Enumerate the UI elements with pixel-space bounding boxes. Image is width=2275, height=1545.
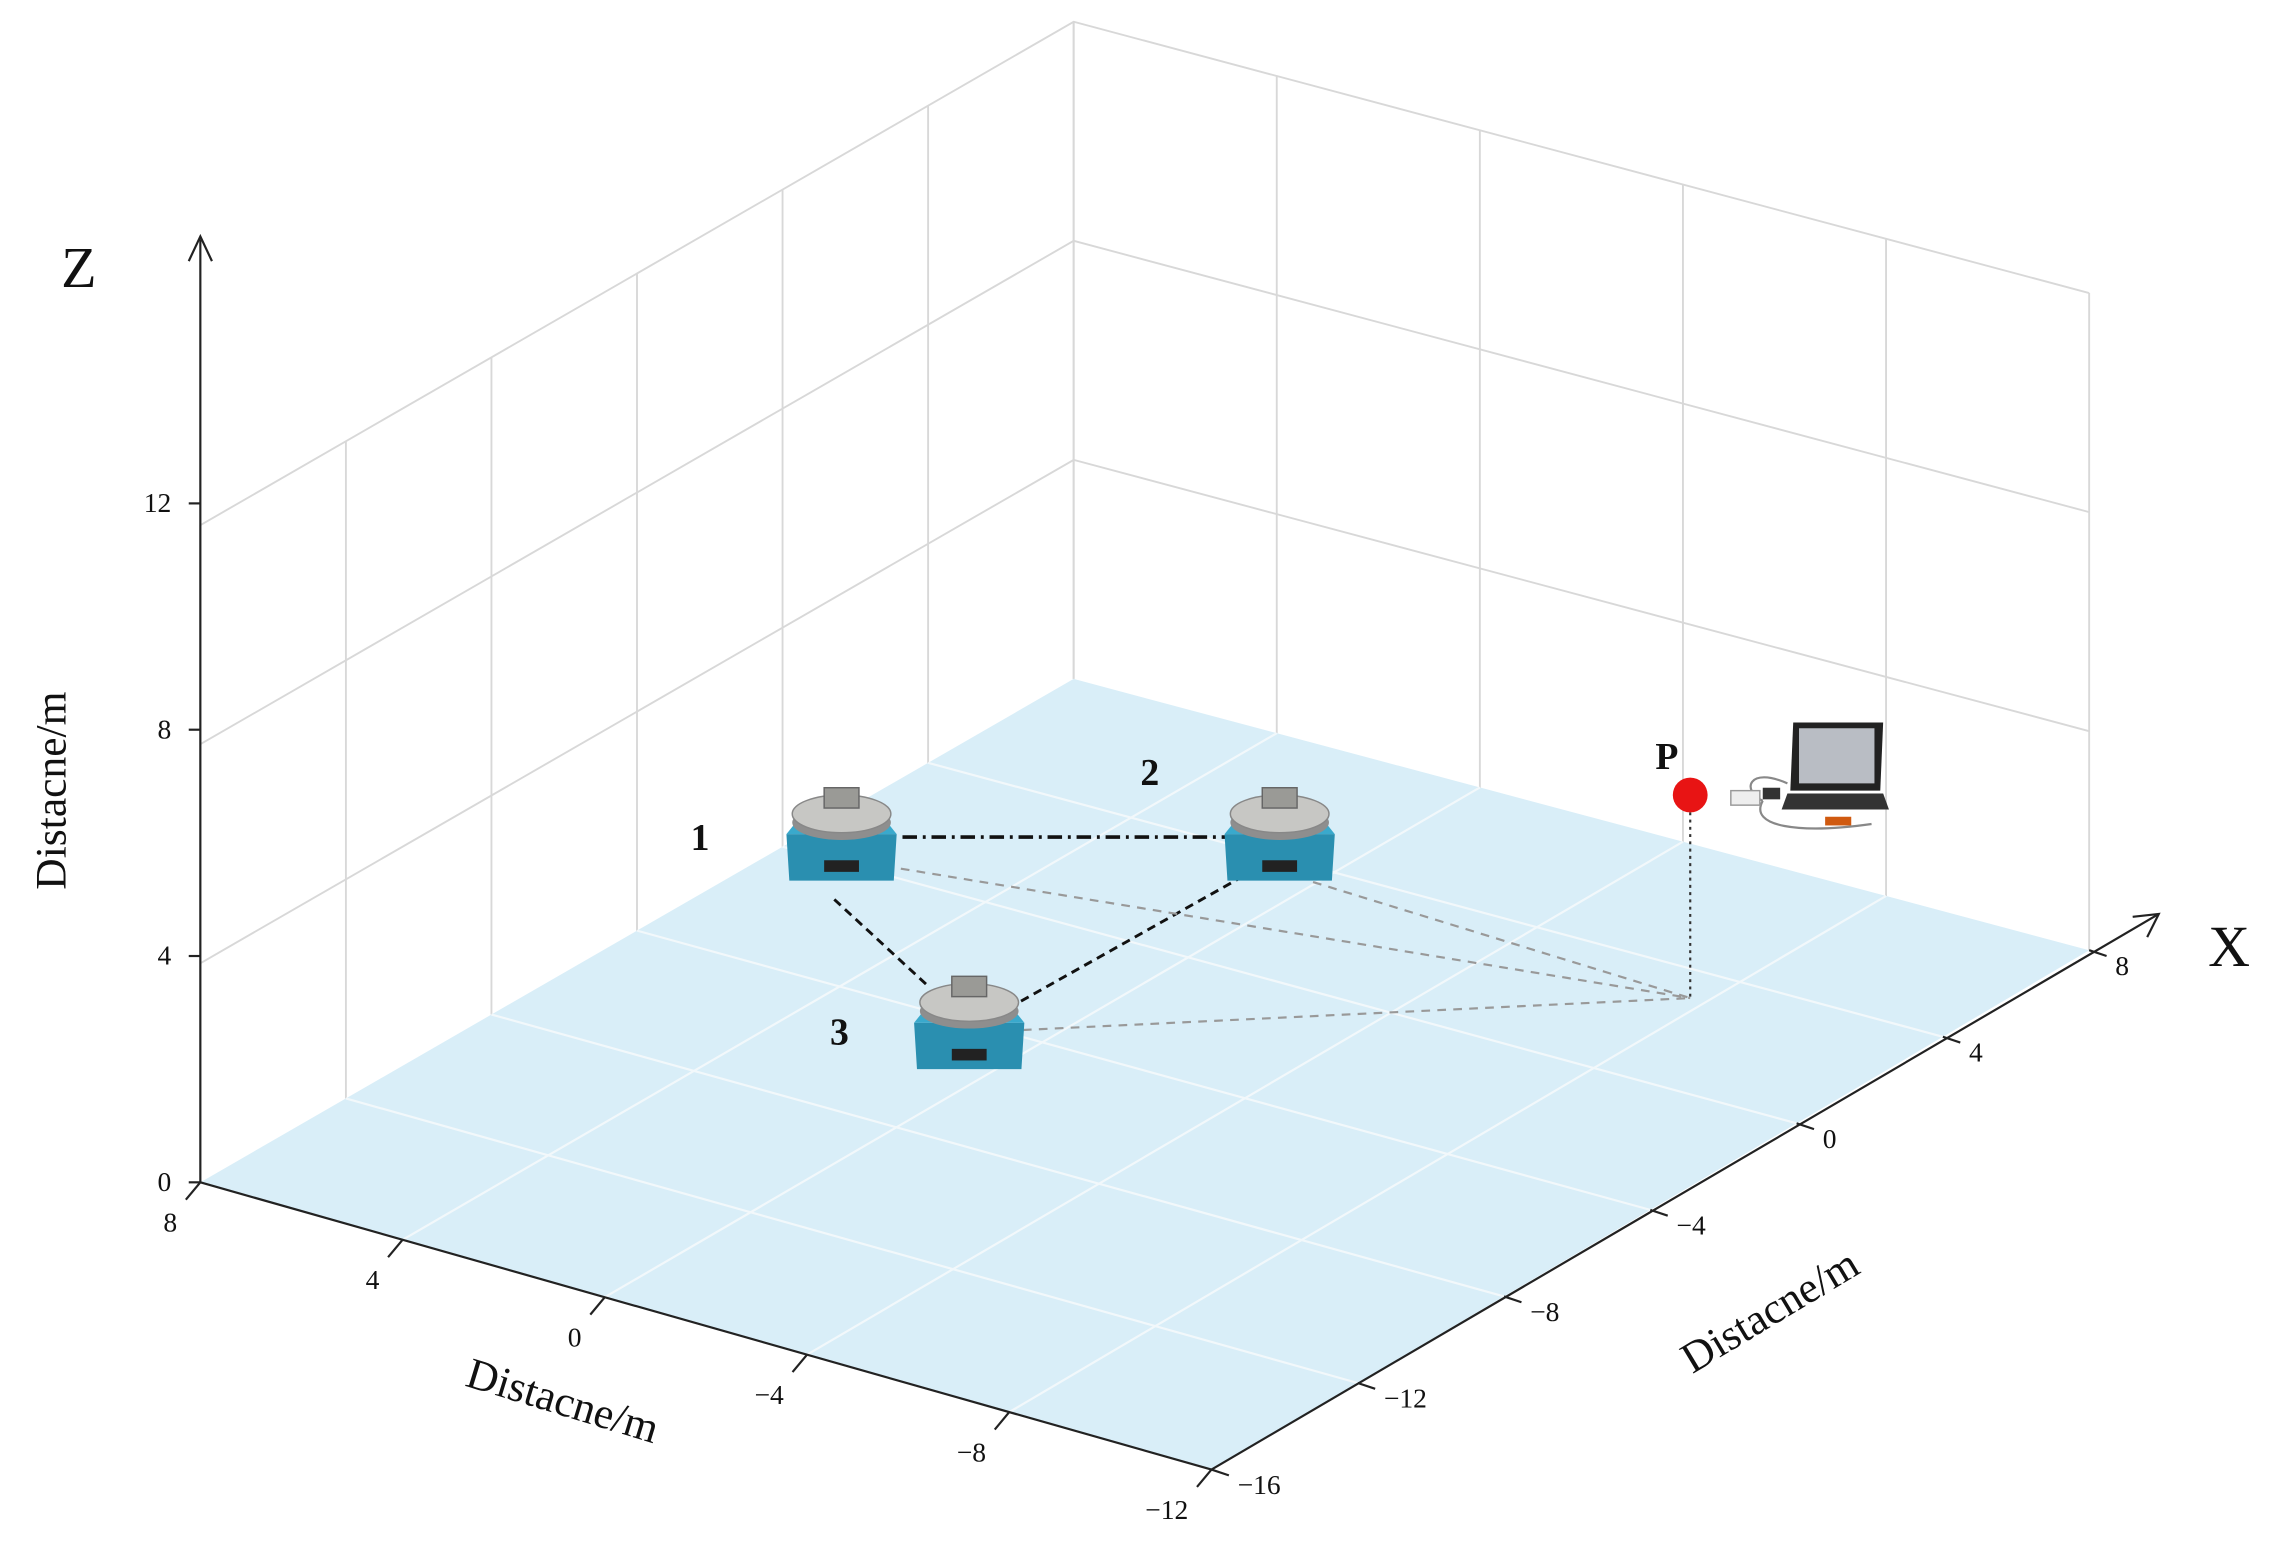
tick-label: −16 xyxy=(1238,1469,1281,1500)
tick-label: 8 xyxy=(2115,950,2129,981)
tick-label: 8 xyxy=(158,713,172,744)
link-1-3 xyxy=(833,898,930,988)
tick-mark xyxy=(791,1353,808,1373)
z-axis-title: Distacne/m xyxy=(27,691,75,889)
floor-grid-line xyxy=(604,786,1481,1299)
floor xyxy=(200,678,2090,1470)
floor-grid-line xyxy=(491,1013,1505,1298)
tick-label: −8 xyxy=(1530,1296,1559,1327)
tick-mark xyxy=(1357,1381,1376,1390)
robot xyxy=(1224,787,1335,881)
floor-grid-line xyxy=(402,732,1278,1241)
wall-grid-line xyxy=(199,20,2090,526)
x-axis xyxy=(1210,913,2160,1471)
node-label: 1 xyxy=(691,817,710,859)
tick-label: 0 xyxy=(158,1166,172,1197)
link-2-3 xyxy=(1007,876,1242,1010)
robot-part xyxy=(914,1022,1025,1070)
tick-mark xyxy=(1211,1468,1230,1477)
tick-mark xyxy=(387,1239,404,1258)
robot-part xyxy=(786,834,897,881)
tick-mark xyxy=(993,1411,1011,1431)
tick-label: −8 xyxy=(957,1436,986,1467)
tick-label: 4 xyxy=(1969,1036,1983,1067)
floor-grid-line xyxy=(345,1097,1359,1385)
tick-label: 0 xyxy=(1823,1123,1837,1154)
floor-grid-line xyxy=(636,929,1651,1211)
tick-mark xyxy=(1796,1122,1815,1131)
links-to-p xyxy=(884,864,1691,1032)
robot-part xyxy=(823,787,860,809)
wall-grid-line xyxy=(199,239,2090,746)
tick-label: −12 xyxy=(1145,1494,1188,1525)
tick-label: 4 xyxy=(158,940,172,971)
y-axis-title: Distacne/m xyxy=(461,1349,665,1453)
x-axis-title: Distacne/m xyxy=(1673,1239,1868,1382)
robot xyxy=(786,787,897,881)
tick-label: −4 xyxy=(1676,1210,1706,1241)
laptop xyxy=(1730,722,1889,830)
node-label: 2 xyxy=(1140,752,1159,794)
y-axis xyxy=(200,1181,1212,1471)
robot-part xyxy=(824,860,859,872)
tick-label: 0 xyxy=(568,1322,582,1353)
node-label: 3 xyxy=(830,1012,849,1054)
z-axis-name: Z xyxy=(61,235,96,300)
wall-grid-line xyxy=(199,458,2090,965)
tick-mark xyxy=(1503,1295,1522,1304)
tick-label: 4 xyxy=(366,1264,380,1295)
z-arrow xyxy=(187,233,213,262)
robot-part xyxy=(1224,834,1335,881)
floor-grid-line xyxy=(806,840,1684,1356)
floor-grid xyxy=(345,732,1944,1414)
robot xyxy=(914,975,1025,1070)
robot-part xyxy=(1261,787,1298,809)
tick-mark xyxy=(185,1181,202,1201)
robot-part xyxy=(951,1048,987,1061)
tick-label: 8 xyxy=(163,1207,177,1238)
floor-grid-line xyxy=(927,761,1944,1038)
x-axis-name: X xyxy=(2208,914,2250,979)
x-arrow xyxy=(2132,912,2161,938)
walls xyxy=(199,20,2091,1183)
robot-part xyxy=(951,975,988,998)
tick-label: −12 xyxy=(1384,1383,1427,1414)
tick-mark xyxy=(1942,1035,1961,1044)
node-label: P xyxy=(1655,736,1678,778)
tick-label: −4 xyxy=(755,1379,785,1410)
robots xyxy=(786,787,1335,1070)
floor-grid-line xyxy=(782,845,1797,1125)
tick-mark xyxy=(1649,1208,1669,1217)
floor-grid-line xyxy=(1008,895,1887,1414)
tick-label: 12 xyxy=(144,487,172,518)
robot-part xyxy=(1262,860,1298,872)
point-p xyxy=(1672,777,1708,813)
tick-mark xyxy=(2088,949,2107,958)
tick-mark xyxy=(589,1296,606,1316)
tick-mark xyxy=(1196,1468,1213,1488)
